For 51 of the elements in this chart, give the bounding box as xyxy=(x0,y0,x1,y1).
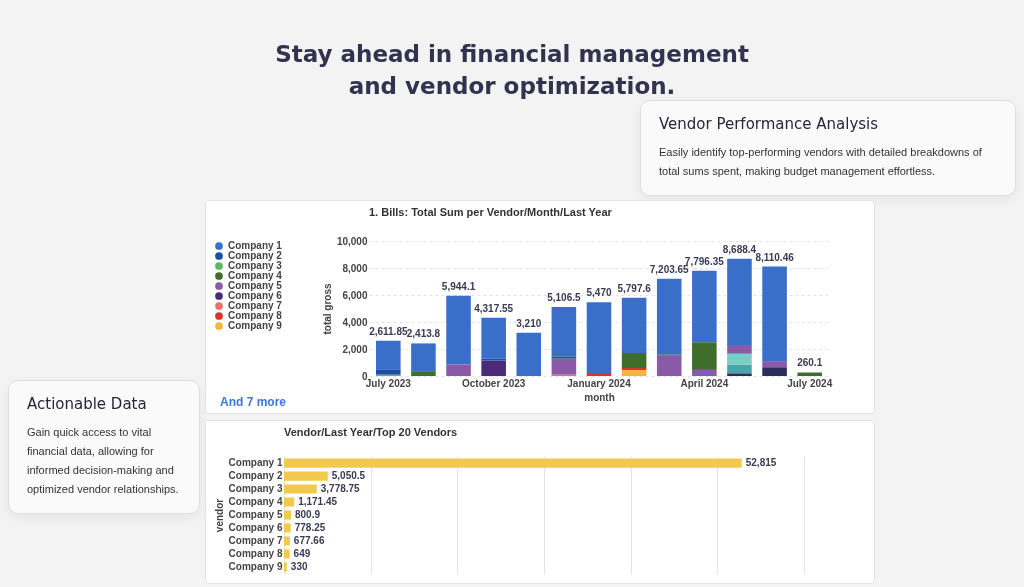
y-tick-label: 10,000 xyxy=(336,235,368,247)
total-label: 260.1 xyxy=(797,357,823,369)
data-label: 330 xyxy=(290,560,308,572)
y-tick-label: 0 xyxy=(361,370,368,382)
y-tick-label: 2,000 xyxy=(342,343,368,355)
y-tick-label: Company 4 xyxy=(228,496,283,508)
data-label: 52,815 xyxy=(745,457,777,469)
total-label: 8,110.46 xyxy=(755,251,795,263)
total-label: 3,210 xyxy=(516,317,542,329)
y-tick-label: Company 5 xyxy=(228,509,283,520)
total-label: 7,796.35 xyxy=(684,255,725,267)
text: Actionable Data xyxy=(27,395,148,413)
x-tick-label: January 2024 xyxy=(567,377,632,389)
y-tick-label: Company 2 xyxy=(228,470,283,482)
data-label: 649 xyxy=(293,547,311,559)
x-tick-label: April 2024 xyxy=(680,377,729,389)
chart-title: 1. Bills: Total Sum per Vendor/Month/Last Year xyxy=(369,206,613,218)
text: And 7 more xyxy=(220,395,287,409)
y-axis-title: vendor xyxy=(213,498,225,533)
data-label: 800.9 xyxy=(294,509,321,520)
y-tick-label: Company 3 xyxy=(228,483,283,495)
y-tick-label: Company 9 xyxy=(228,560,283,572)
total-label: 4,317.55 xyxy=(474,302,514,314)
y-tick-label: Company 8 xyxy=(228,547,283,559)
data-label: 3,778.75 xyxy=(320,483,361,495)
text: Stay ahead in financial management and vendor optimization. xyxy=(274,40,750,101)
x-tick-label: July 2024 xyxy=(787,377,833,389)
data-label: 5,050.5 xyxy=(331,470,366,482)
y-tick-label: Company 6 xyxy=(228,521,283,533)
y-tick-label: Company 1 xyxy=(228,457,283,469)
x-tick-label: October 2023 xyxy=(461,377,526,389)
y-axis-title: total gross xyxy=(321,283,333,335)
text: Gain quick access to vital financial data, allowing for informed decision-making and optimized vendor relationships. xyxy=(27,425,180,497)
chart-title: Vendor/Last Year/Top 20 Vendors xyxy=(284,426,458,438)
data-label: 778.25 xyxy=(294,521,326,533)
y-tick-label: 6,000 xyxy=(342,289,368,301)
text: Easily identify top-performing vendors with detailed breakdowns of total sums spent, making budget management effortless. xyxy=(659,145,983,179)
y-tick-label: Company 7 xyxy=(228,534,283,546)
x-axis-title: month xyxy=(584,391,615,403)
total-label: 5,470 xyxy=(586,287,612,299)
total-label: 5,106.5 xyxy=(547,292,581,304)
total-label: 8,688.4 xyxy=(722,243,757,255)
data-label: 677.66 xyxy=(293,534,325,546)
y-tick-label: 8,000 xyxy=(342,262,368,274)
total-label: 2,413.8 xyxy=(406,328,441,340)
y-tick-label: 4,000 xyxy=(342,316,368,328)
total-label: 5,797.6 xyxy=(617,282,652,294)
total-label: 5,944.1 xyxy=(441,280,476,292)
total-label: 2,611.85 xyxy=(369,325,408,337)
text: Vendor Performance Analysis xyxy=(659,115,880,133)
data-label: 1,171.45 xyxy=(298,496,338,508)
